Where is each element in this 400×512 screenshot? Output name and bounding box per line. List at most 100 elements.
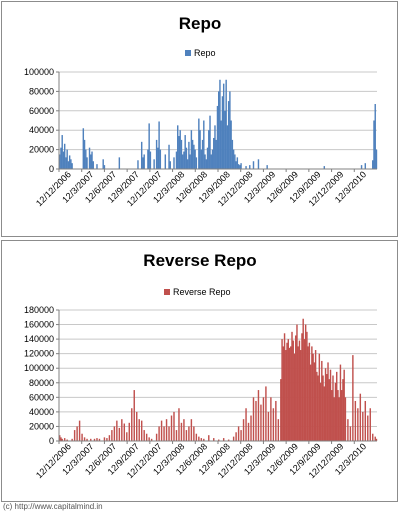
bar	[173, 411, 175, 441]
bar	[297, 346, 299, 441]
bar	[316, 371, 318, 441]
bar	[184, 135, 186, 169]
bar	[203, 120, 205, 169]
footer-credit: (c) http://www.capitalmind.in	[3, 502, 103, 511]
bar	[175, 430, 178, 441]
bar	[213, 438, 215, 441]
bar	[208, 130, 210, 169]
bar	[178, 408, 180, 441]
bar	[63, 438, 66, 441]
bar	[181, 154, 184, 169]
bar	[327, 362, 329, 441]
legend-swatch	[185, 50, 191, 56]
bar	[103, 437, 106, 441]
bar	[257, 390, 260, 441]
bar	[190, 419, 193, 441]
bar	[155, 139, 158, 169]
bar	[306, 331, 308, 441]
bar	[68, 155, 71, 169]
bar	[86, 438, 88, 441]
bar	[321, 360, 323, 441]
bar	[183, 419, 185, 441]
bar	[66, 149, 68, 169]
bar	[332, 375, 334, 441]
bar	[183, 151, 185, 169]
bar	[168, 144, 170, 169]
bar	[319, 382, 322, 441]
bar	[340, 390, 343, 441]
bar	[235, 432, 237, 441]
bar	[213, 137, 215, 169]
bar	[257, 159, 260, 169]
bar	[283, 333, 286, 441]
bar	[336, 371, 338, 441]
bar	[354, 400, 357, 441]
bar	[272, 408, 275, 441]
bar	[237, 164, 240, 169]
bar-series	[59, 79, 378, 169]
bar	[199, 130, 201, 169]
bar	[188, 141, 190, 169]
bar	[90, 438, 92, 441]
bar	[62, 151, 65, 169]
bar	[232, 149, 235, 169]
bar	[149, 151, 152, 169]
y-tick-label: 20000	[29, 145, 54, 155]
bar	[239, 165, 241, 169]
bar	[136, 411, 138, 441]
bar	[76, 426, 78, 441]
bar	[194, 149, 196, 169]
bar	[195, 157, 198, 169]
bar	[245, 408, 247, 441]
bar	[111, 430, 113, 441]
y-tick-label: 100000	[24, 363, 54, 373]
bar	[333, 397, 335, 441]
y-tick-label: 140000	[24, 334, 54, 344]
bar	[175, 151, 178, 169]
bar	[323, 386, 326, 441]
bar	[375, 438, 378, 441]
bar	[236, 157, 239, 169]
bar	[71, 163, 73, 169]
bar	[198, 118, 200, 169]
y-tick-label: 80000	[29, 86, 54, 96]
bar	[66, 439, 68, 441]
legend-label: Reverse Repo	[173, 287, 231, 297]
bar	[211, 149, 214, 169]
bar	[67, 161, 70, 169]
bar	[255, 400, 257, 441]
bar	[123, 423, 126, 441]
bar	[71, 438, 73, 441]
bar	[232, 436, 235, 441]
bar	[133, 390, 135, 441]
bar	[339, 364, 342, 441]
bar	[140, 420, 143, 441]
bar	[277, 419, 280, 441]
bar	[185, 430, 188, 441]
bar	[314, 350, 317, 441]
bar	[240, 430, 242, 441]
bar	[328, 379, 330, 441]
bar	[222, 83, 225, 169]
y-tick-label: 60000	[29, 106, 54, 116]
bar	[304, 324, 307, 441]
bar	[373, 120, 375, 169]
bar	[245, 166, 247, 169]
bar	[159, 149, 162, 169]
bar	[318, 353, 321, 441]
bar	[201, 139, 204, 169]
bar	[106, 438, 108, 441]
bar	[344, 397, 347, 441]
bar	[155, 433, 158, 441]
bar	[108, 435, 111, 441]
bar	[242, 419, 245, 441]
bar	[338, 397, 340, 441]
y-tick-label: 0	[49, 164, 54, 174]
bar	[200, 438, 203, 441]
bar	[158, 121, 160, 169]
reverse-repo-chart-panel: Reverse Repo Reverse Repo 0 20000 40000 60000…	[1, 240, 398, 502]
bar	[118, 157, 121, 169]
bar	[59, 154, 61, 169]
bar	[352, 355, 354, 441]
bar	[329, 369, 332, 441]
